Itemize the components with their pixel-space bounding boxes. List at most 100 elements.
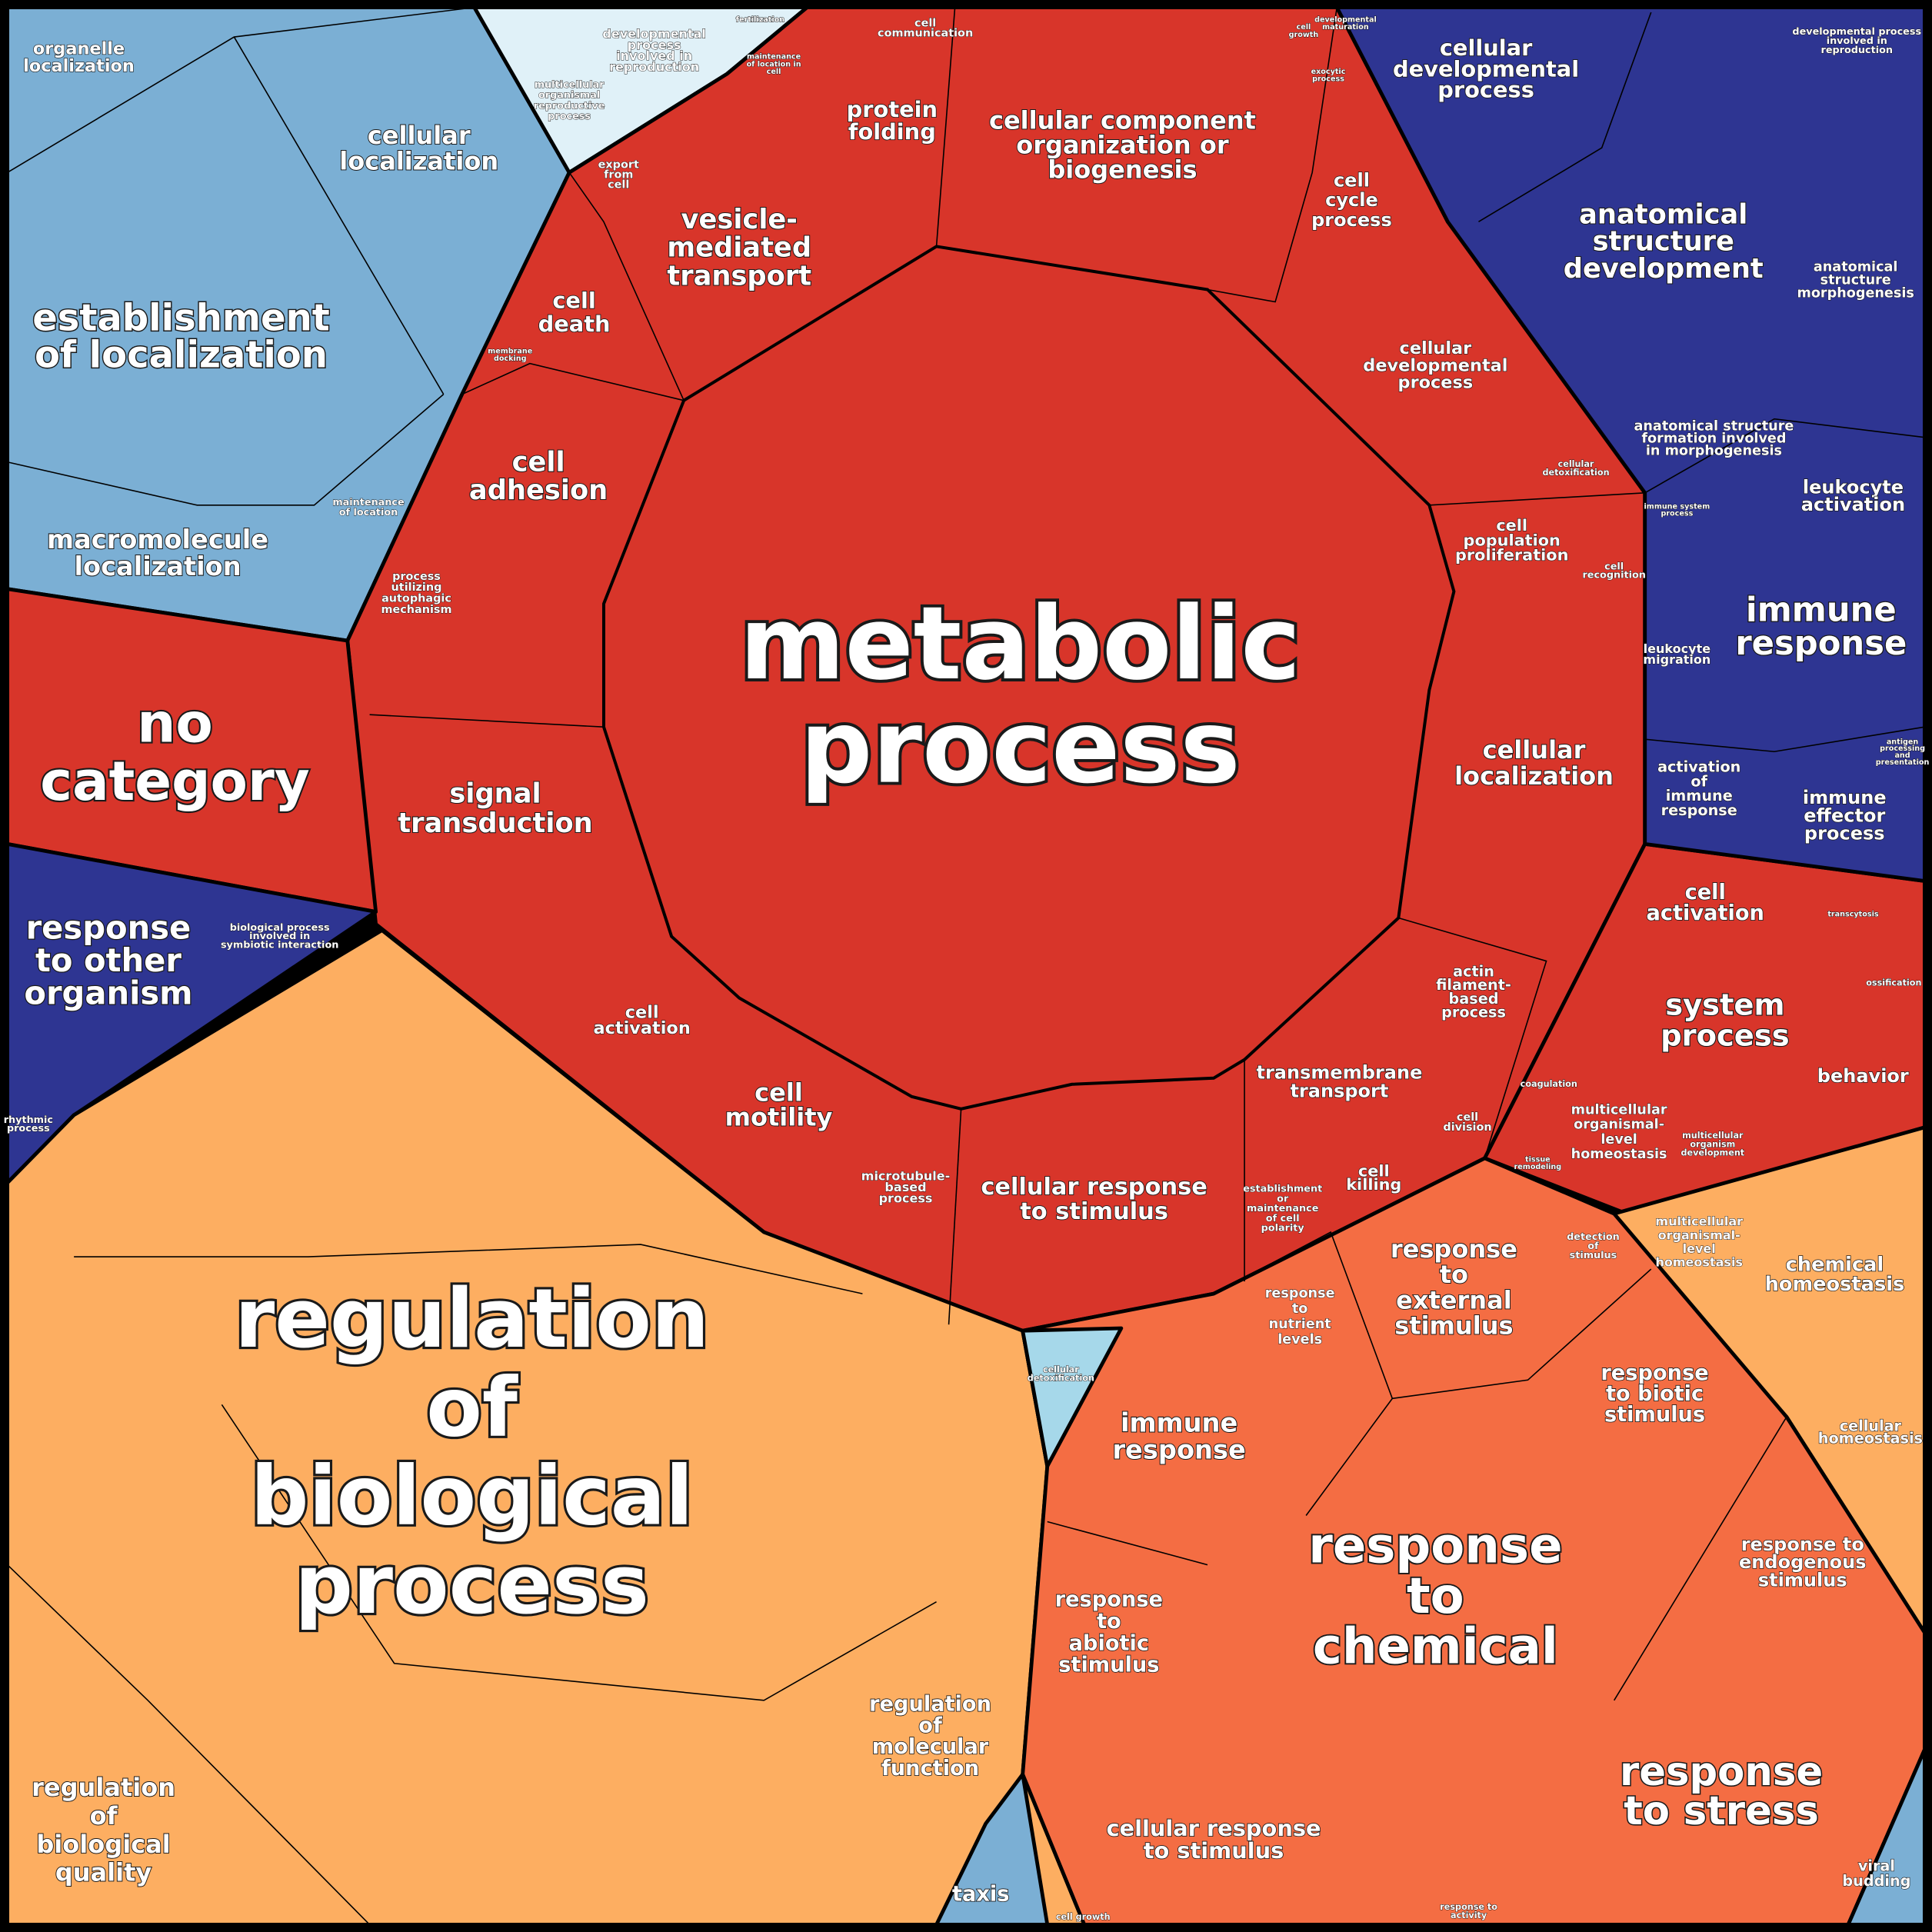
cell-label: abiotic [1069, 1631, 1149, 1655]
cell-label: population [1464, 531, 1561, 549]
cell-label: homeostasis [1818, 1430, 1923, 1447]
cell-label: to biotic [1606, 1382, 1704, 1406]
cell-label: involved in [1827, 35, 1887, 47]
cell-label: of location [339, 507, 398, 518]
cell-label: effector [1804, 804, 1885, 826]
cell-label: establishment [1243, 1183, 1322, 1194]
cell-label: stimulus [1604, 1403, 1705, 1427]
cell-label: of [1587, 1241, 1599, 1252]
cell-label: cell [1297, 23, 1311, 32]
cell-edge [1478, 12, 1652, 223]
cell-label: cellular response [981, 1174, 1208, 1201]
cell-label: maintenance [332, 497, 405, 508]
cell-label: based [884, 1180, 926, 1194]
cell-label: process [800, 688, 1240, 806]
cell-label: endogenous [1739, 1551, 1867, 1573]
cell-label: transcytosis [1827, 911, 1879, 919]
cell-label: localization [1454, 761, 1614, 791]
cell-edge [74, 1244, 863, 1294]
cell-label: response to [1741, 1534, 1864, 1555]
cell-edge [935, 7, 956, 247]
cell-label: response [1620, 1749, 1823, 1795]
cell-label: cellular response [1106, 1815, 1321, 1841]
cell-label: localization [74, 551, 241, 581]
cell-edge [461, 362, 685, 401]
cell-label: cell [625, 1002, 659, 1022]
cell-label: activity [1451, 1910, 1487, 1920]
cell-label: remodeling [1514, 1163, 1562, 1171]
cell-label: filament- [1436, 976, 1511, 994]
cell-label: stimulus [1394, 1311, 1513, 1341]
cell-label: reproductive [534, 100, 605, 112]
cell-label: to [1292, 1301, 1308, 1317]
cell-label: motility [725, 1103, 833, 1132]
cell-label: process [1441, 1003, 1506, 1021]
cell-label: signal [449, 778, 541, 809]
cell-label: multicellular [1655, 1214, 1743, 1229]
cell-edge [369, 714, 605, 728]
cell-label: growth [1289, 31, 1319, 39]
cell-label: response [1661, 801, 1737, 819]
cell-edge [233, 36, 445, 395]
cell-label: autophagic [381, 593, 451, 605]
cell-edge [1392, 1268, 1652, 1400]
cell-label: recognition [1582, 570, 1645, 581]
cell-label: cellular [368, 121, 471, 150]
cell-label: antigen [1887, 738, 1919, 746]
cell-label: establishment [32, 297, 330, 340]
cell-label: molecular [872, 1735, 989, 1759]
cell-label: cell [1334, 170, 1370, 192]
cell-label: anatomical [1814, 260, 1898, 275]
cell-label: cycle [1325, 189, 1378, 211]
cell-label: process [1398, 373, 1474, 393]
cell-edge [221, 1404, 937, 1701]
viral-region [1846, 1747, 1927, 1927]
cell-label: biogenesis [1048, 155, 1197, 185]
cell-label: process [1661, 1018, 1790, 1053]
cell-label: biological [251, 1449, 694, 1544]
cell-edge [1213, 1231, 1394, 1516]
cell-label: behavior [1817, 1065, 1909, 1087]
cell-label: homeostasis [1765, 1273, 1905, 1296]
cell-label: level [1683, 1241, 1716, 1256]
cell-label: response [1055, 1588, 1163, 1612]
cell-label: reproduction [1821, 45, 1894, 56]
cell-label: leukocyte [1644, 641, 1711, 656]
cell-label: localization [23, 56, 135, 76]
cell-label: biological [36, 1830, 170, 1859]
cell-label: organismal- [1574, 1118, 1664, 1133]
cell-label: category [40, 750, 309, 813]
cell-label: immune [1746, 591, 1897, 630]
cell-label: membrane [488, 348, 532, 356]
cell-label: process [1661, 509, 1693, 518]
cell-label: development [1564, 253, 1764, 285]
cell-label: process [1311, 209, 1392, 231]
cell-label: developmental [1363, 355, 1507, 375]
cell-label: cell [914, 17, 936, 29]
cell-label: utilizing [391, 581, 442, 594]
cell-label: organismal [538, 90, 600, 102]
cell-label: presentation [1876, 758, 1930, 767]
cell-label: cell [1358, 1162, 1390, 1181]
cell-label: of localization [35, 334, 328, 377]
cell-label: regulation [32, 1773, 175, 1802]
cell-label: protein [847, 96, 938, 122]
cell-label: biological process [230, 922, 330, 934]
cell-label: system [1665, 988, 1784, 1022]
cell-label: multicellular [535, 79, 605, 91]
cell-label: maintenance [1247, 1203, 1319, 1214]
cell-label: maturation [1322, 23, 1369, 32]
cell-label: migration [1643, 652, 1710, 667]
cell-label: regulation [235, 1271, 709, 1366]
cell-label: developmental [1314, 16, 1377, 25]
cell-label: of location in [747, 60, 801, 68]
cell-label: no [137, 692, 213, 755]
cell-label: cellular [1440, 35, 1533, 61]
cell-label: external [1396, 1285, 1512, 1314]
cell-label: organism [24, 974, 192, 1011]
cell-label: process [7, 1123, 50, 1134]
cell-label: level [1601, 1132, 1637, 1148]
cell-label: detection [1567, 1231, 1620, 1243]
cell-label: response [1265, 1286, 1335, 1301]
cell-label: to stimulus [1144, 1837, 1284, 1864]
